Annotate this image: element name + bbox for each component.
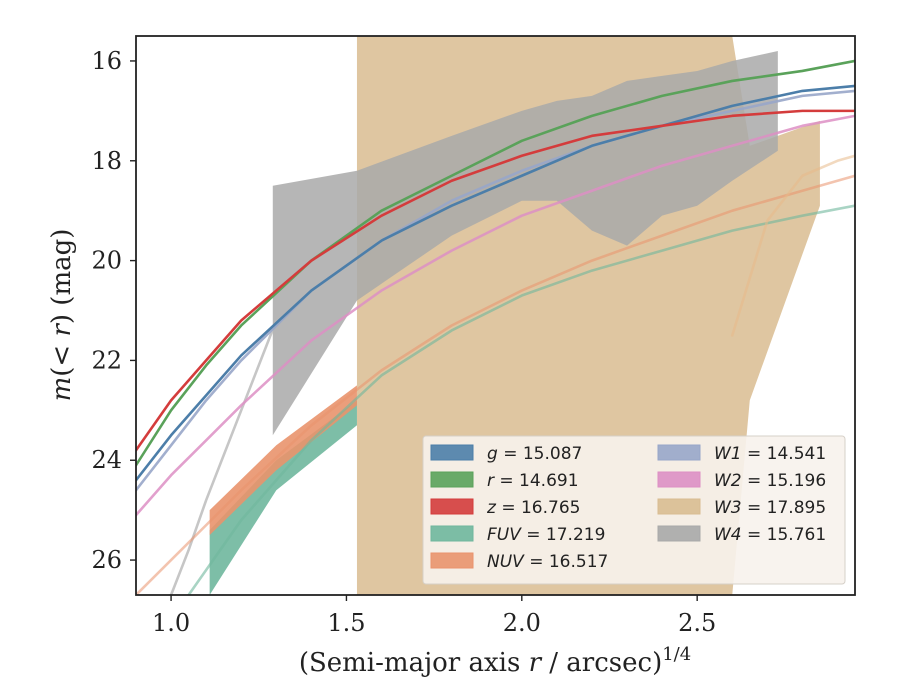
y-tick-label: 16 [91, 47, 122, 75]
legend-swatch [430, 552, 474, 569]
x-tick-label: 2.0 [503, 609, 541, 637]
w1-profile-line [136, 89, 855, 492]
legend-label: r = 14.691 [487, 471, 579, 491]
plot-frame [135, 35, 856, 596]
y-axis-title: m(< r) (mag) [47, 229, 77, 402]
nuv-profile-line [136, 174, 855, 595]
fuv-band [209, 400, 357, 595]
legend-label: W1 = 14.541 [714, 444, 826, 464]
legend-swatch [430, 525, 474, 542]
x-tick-label: 1.0 [152, 609, 190, 637]
legend-entry-w1: W1 = 14.541 [657, 444, 826, 464]
legend-label: g = 15.087 [487, 444, 582, 464]
legend-entry-r: r = 14.691 [430, 471, 579, 491]
ticks-layer: 1.0 1.5 2.0 2.5 16 18 20 22 24 26 [91, 47, 716, 637]
legend-label: W3 = 17.895 [714, 498, 826, 518]
g-profile-line [136, 84, 855, 482]
r-profile-line [136, 59, 855, 467]
z-profile-line [136, 109, 855, 452]
legend: g = 15.087 r = 14.691 z = 16.765 FUV = 17.2… [422, 435, 846, 585]
legend-label: W2 = 15.196 [714, 471, 826, 491]
w2-profile-line [136, 114, 855, 517]
y-tick-label: 22 [91, 346, 122, 374]
legend-label: W4 = 15.761 [714, 525, 826, 545]
fuv-profile-line [187, 204, 855, 595]
y-tick-label: 18 [91, 147, 122, 175]
y-tick-label: 24 [91, 446, 122, 474]
legend-entry-g: g = 15.087 [430, 444, 582, 464]
legend-entry-fuv: FUV = 17.219 [430, 525, 605, 545]
x-axis-title: (Semi-major axis r / arcsec)1/4 [299, 644, 691, 678]
y-tick-label: 20 [91, 247, 122, 275]
y-tick-label: 26 [91, 546, 122, 574]
legend-swatch [657, 471, 701, 488]
legend-label: NUV = 16.517 [487, 552, 608, 572]
legend-swatch [430, 498, 474, 515]
legend-entry-nuv: NUV = 16.517 [430, 552, 608, 572]
legend-swatch [657, 498, 701, 515]
w4-band [272, 50, 778, 436]
legend-entry-w2: W2 = 15.196 [657, 471, 826, 491]
legend-swatch [657, 525, 701, 542]
nuv-band [209, 385, 357, 536]
legend-label: FUV = 17.219 [487, 525, 605, 545]
legend-swatch [657, 444, 701, 461]
w4-profile-line [166, 319, 278, 595]
w3-profile-line [730, 154, 855, 337]
legend-swatch [430, 444, 474, 461]
legend-label: z = 16.765 [486, 498, 580, 518]
x-tick-label: 2.5 [678, 609, 716, 637]
legend-entry-w3: W3 = 17.895 [657, 498, 826, 518]
legend-swatch [430, 471, 474, 488]
legend-entry-z: z = 16.765 [430, 498, 580, 518]
x-tick-label: 1.5 [327, 609, 365, 637]
legend-entry-w4: W4 = 15.761 [657, 525, 826, 545]
legend-box [422, 435, 846, 585]
